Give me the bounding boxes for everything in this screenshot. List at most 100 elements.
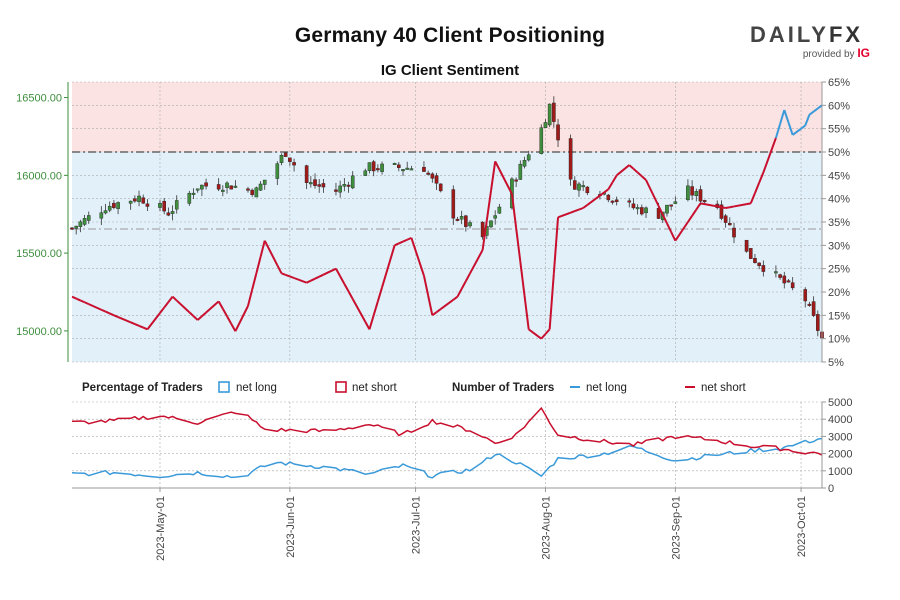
sentiment-segment [398,240,404,245]
candle-body [640,207,644,215]
chart-subtitle: IG Client Sentiment [380,62,520,79]
pct-tick-label: 65% [828,77,850,89]
sentiment-segment [410,237,425,276]
traders-tick-label: 2000 [828,449,852,461]
candle-body [543,122,548,129]
candle-body [367,162,372,171]
pct-tick-label: 20% [828,287,850,299]
candle-body [342,183,347,187]
legend-pct-short-swatch [335,381,347,393]
candle-body [723,215,728,223]
candle-body [694,191,699,197]
sentiment-segment [813,107,819,113]
price-panel [64,81,826,363]
sentiment-segment [322,267,337,276]
sentiment-segment [221,308,228,317]
sentiment-segment [519,261,526,296]
candle-body [493,215,497,219]
sentiment-segment [700,202,705,206]
sentiment-segment [603,188,609,194]
candle-body [585,186,590,194]
pct-tick-label: 45% [828,170,850,182]
sentiment-segment [574,208,580,213]
date-tick-label: 2023-Jun-01 [285,496,297,558]
sentiment-segment [570,210,576,214]
candle-body [195,188,200,191]
legend-number-title: Number of Traders [452,382,554,394]
sentiment-segment [188,311,195,317]
pct-tick-label: 40% [828,194,850,206]
candle-body [556,124,560,141]
sentiment-segment [704,203,718,208]
sentiment-segment [661,214,668,224]
candle-body [363,170,368,176]
sentiment-segment [515,227,522,262]
sentiment-segment [779,109,786,125]
legend-pct-long-label: net long [236,382,277,394]
sentiment-segment [75,297,81,302]
sentiment-segment [632,168,639,174]
sentiment-segment [645,179,660,207]
candle-body [438,183,443,192]
candle-body [216,184,221,190]
candle-body [170,211,175,214]
dailyfx-logo: DAILYFX provided by IG [750,22,870,60]
sentiment-segment [431,311,438,317]
candle-body [107,205,112,211]
candle-body [455,218,460,221]
sentiment-segment [636,171,643,178]
candle-body [774,271,778,274]
candle-body [158,203,162,208]
candle-body [137,195,141,202]
candle-body [686,185,690,201]
candle-body [229,185,234,190]
candle-body [786,280,791,283]
sentiment-segment [281,272,287,276]
sentiment-segment [134,323,140,327]
sentiment-segment [440,298,454,310]
brand-provided-by: provided by IG [802,46,870,60]
pct-tick-label: 35% [828,217,850,229]
sentiment-segment [582,204,588,209]
sentiment-segment [774,123,782,139]
sentiment-segment [285,273,291,278]
sentiment-segment [452,295,459,301]
sentiment-segment [84,301,90,306]
sentiment-segment [557,211,571,219]
candle-body [225,182,229,188]
sentiment-segment [456,288,463,298]
candle-body [744,239,749,252]
sentiment-segment [599,191,605,197]
sentiment-segment [105,310,111,315]
sentiment-segment [666,222,673,233]
candle-body [702,200,707,203]
candle-body [497,206,502,214]
sentiment-segment [310,277,316,282]
candle-body [547,103,552,126]
pct-tick-label: 15% [828,310,850,322]
sentiment-segment [657,205,664,216]
candle-body [166,212,171,216]
candle-body [292,162,296,166]
candle-body [690,186,694,196]
sentiment-segment [197,315,203,321]
sentiment-segment [347,290,354,300]
candle-body [288,157,292,162]
sentiment-segment [293,277,307,284]
candle-body [514,179,518,182]
candle-body [581,185,585,188]
sentiment-segment [176,299,190,313]
candle-body [606,194,611,201]
date-tick-label: 2023-Oct-01 [796,496,808,557]
candle-body [480,221,485,238]
candle-body [74,225,78,229]
candle-body [233,185,238,188]
pct-tick-label: 5% [828,357,844,369]
sentiment-segment [528,328,542,340]
date-tick-label: 2023-Aug-01 [540,496,552,560]
pct-tick-label: 60% [828,100,850,112]
sentiment-segment [544,328,551,335]
sentiment-segment [422,275,430,296]
sentiment-segment [787,122,794,136]
candle-body [70,227,74,230]
